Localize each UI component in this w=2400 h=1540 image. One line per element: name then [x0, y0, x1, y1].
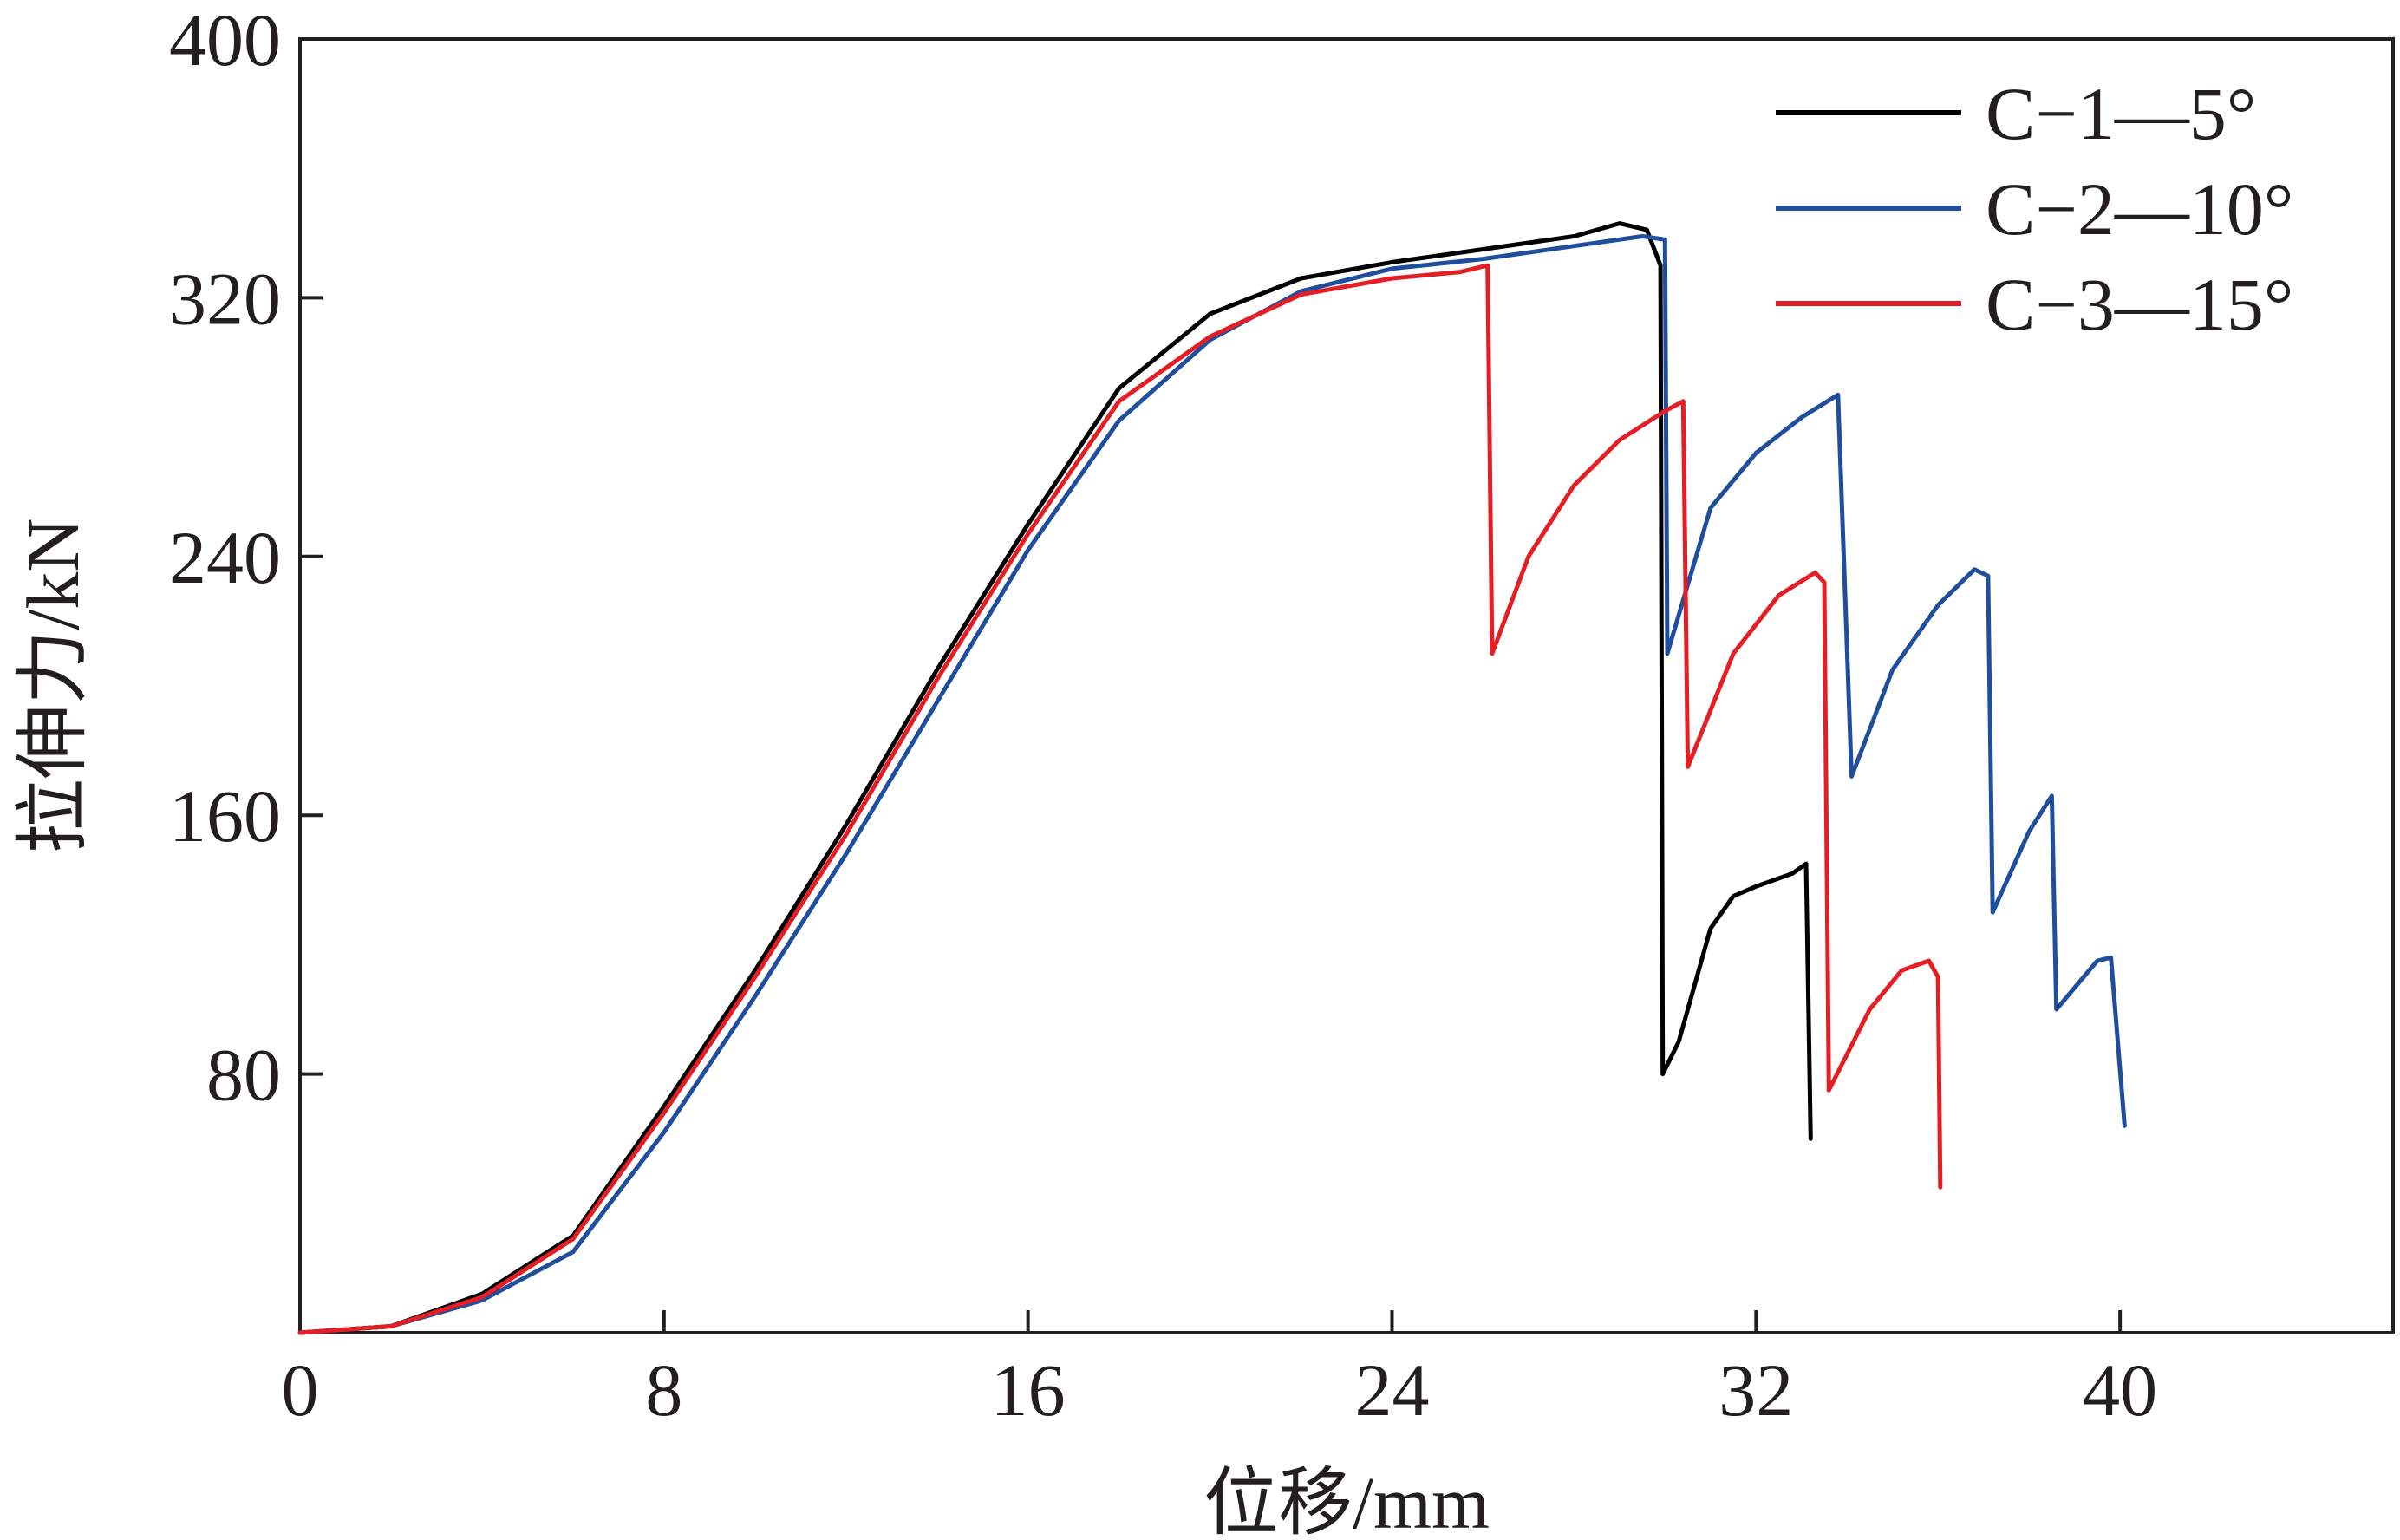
x-tick-label: 32	[1718, 1348, 1793, 1432]
legend: C−1—5° C−2—10° C−3—15°	[1776, 72, 2293, 346]
series-line-1	[297, 221, 1813, 1335]
plot-frame	[298, 37, 2395, 1334]
y-tick-label: 240	[169, 516, 281, 599]
y-tick-label: 400	[169, 0, 281, 82]
y-axis-title: 拉伸力/kN	[11, 519, 95, 854]
y-tick-label: 320	[169, 257, 281, 340]
legend-label-3: C−3—15°	[1986, 263, 2293, 346]
axis-ticks	[300, 296, 2123, 1333]
y-tick-label: 80	[206, 1034, 281, 1117]
x-tick-label: 16	[991, 1348, 1066, 1432]
x-tick-label: 0	[282, 1348, 319, 1432]
tick-labels: 0 8 16 24 32 40 80 160 240 320 400	[169, 0, 2157, 1432]
legend-label-1: C−1—5°	[1986, 72, 2256, 155]
x-tick-label: 24	[1354, 1348, 1429, 1432]
series-line-3	[297, 263, 1943, 1335]
x-axis-title: 位移/mm	[1203, 1461, 1490, 1540]
x-tick-label: 40	[2083, 1348, 2157, 1432]
series-lines	[297, 221, 2127, 1335]
series-line-2	[297, 234, 2127, 1335]
x-tick-label: 8	[645, 1348, 682, 1432]
y-tick-label: 160	[169, 774, 281, 858]
legend-label-2: C−2—10°	[1986, 167, 2293, 251]
